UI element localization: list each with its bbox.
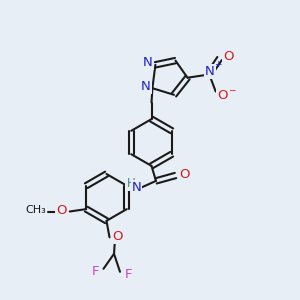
Text: F: F bbox=[125, 268, 132, 281]
Text: N: N bbox=[143, 56, 153, 69]
Text: N: N bbox=[141, 80, 151, 93]
Text: F: F bbox=[91, 265, 99, 278]
Text: H: H bbox=[126, 177, 135, 190]
Text: O: O bbox=[217, 88, 227, 102]
Text: O: O bbox=[56, 203, 67, 217]
Text: N: N bbox=[132, 181, 141, 194]
Text: O: O bbox=[179, 167, 190, 181]
Text: −: − bbox=[227, 85, 235, 94]
Text: N: N bbox=[205, 65, 215, 78]
Text: O: O bbox=[223, 50, 234, 64]
Text: +: + bbox=[214, 60, 221, 69]
Text: CH₃: CH₃ bbox=[25, 205, 46, 215]
Text: O: O bbox=[113, 230, 123, 243]
